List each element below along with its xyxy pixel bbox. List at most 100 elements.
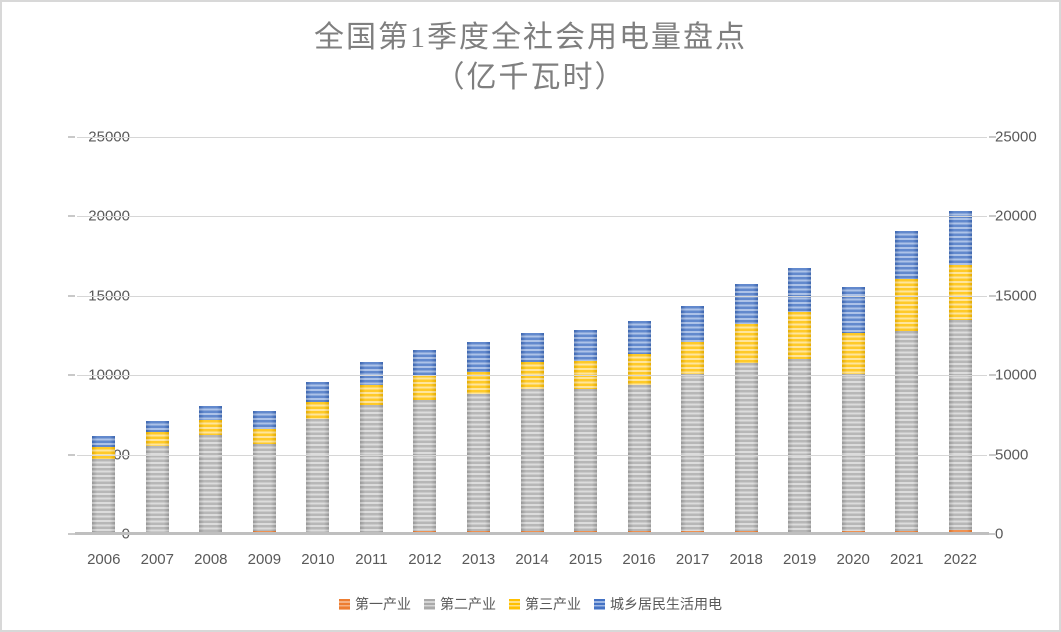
bar-segment-series4-2011	[359, 362, 383, 386]
legend-label: 第一产业	[355, 596, 411, 612]
tick-right-10000	[989, 374, 996, 377]
bar-segment-series2-2018	[734, 362, 758, 532]
bar-group-2009	[238, 137, 292, 534]
bar-segment-series4-2018	[734, 283, 758, 324]
bar-segment-series4-2016	[627, 320, 651, 355]
bar-segment-series3-2019	[788, 312, 812, 360]
stacked-bar-2009	[252, 411, 276, 534]
x-axis-label-2012: 2012	[408, 551, 442, 568]
bar-group-2014	[505, 137, 559, 534]
legend-marker-icon	[509, 598, 520, 610]
bar-segment-series2-2022	[948, 320, 972, 530]
bar-segment-series3-2009	[252, 428, 276, 444]
bar-segment-series4-2015	[574, 330, 598, 361]
stacked-bar-2016	[627, 320, 651, 534]
bar-segment-series3-2014	[520, 361, 544, 389]
x-axis-label-2020: 2020	[836, 551, 870, 568]
bar-group-2015	[559, 137, 613, 534]
x-axis-label-2006: 2006	[87, 551, 121, 568]
tick-right-5000	[989, 453, 996, 456]
bar-segment-series2-2008	[199, 434, 223, 532]
y-axis-label-10000: 10000	[995, 366, 1037, 384]
y-axis-label-0: 0	[995, 525, 1004, 543]
chart-title-line2: （亿千瓦时）	[434, 61, 627, 94]
bar-segment-series4-2022	[948, 211, 972, 266]
bar-segment-series3-2013	[466, 371, 490, 395]
bar-group-2013	[452, 137, 506, 534]
bar-segment-series2-2020	[841, 374, 865, 531]
stacked-bar-2015	[574, 330, 598, 534]
bar-segment-series3-2012	[413, 375, 437, 400]
tick-left-5000	[68, 453, 75, 456]
legend-marker-icon	[339, 598, 350, 610]
bar-segment-series3-2016	[627, 354, 651, 386]
bar-segment-series2-2009	[252, 443, 276, 531]
legend-label: 第三产业	[525, 596, 581, 612]
bar-segment-series3-2022	[948, 265, 972, 321]
bar-group-2022	[934, 137, 988, 534]
x-axis-label-2011: 2011	[355, 551, 388, 568]
legend-item-series3: 第三产业	[509, 594, 581, 614]
stacked-bar-2018	[734, 283, 758, 534]
y-axis-labels-right: 0 5000 10000 15000 20000 25000	[995, 129, 1057, 543]
tick-right-0	[989, 533, 996, 535]
bar-segment-series3-2020	[841, 332, 865, 375]
x-axis-label-2010: 2010	[301, 551, 335, 568]
x-axis-label-2015: 2015	[568, 551, 603, 568]
bar-segment-series4-2012	[413, 350, 437, 376]
x-axis-label-2013: 2013	[461, 551, 496, 568]
legend-item-series1: 第一产业	[339, 594, 411, 614]
stacked-bar-2021	[895, 231, 919, 534]
bar-segment-series4-2007	[145, 420, 169, 432]
stacked-bar-2022	[948, 211, 972, 534]
bar-segment-series4-2010	[306, 381, 330, 402]
tick-left-0	[68, 533, 75, 535]
bar-segment-series2-2007	[145, 445, 169, 533]
bar-segment-series2-2006	[92, 459, 116, 533]
bar-segment-series2-2010	[306, 419, 330, 532]
tick-right-20000	[989, 215, 996, 218]
tick-right-25000	[989, 136, 996, 138]
x-axis-label-2016: 2016	[622, 551, 656, 568]
gridline-20000	[77, 216, 987, 218]
legend-label: 城乡居民生活用电	[610, 596, 722, 612]
bar-segment-series4-2008	[199, 405, 223, 421]
tick-left-15000	[68, 294, 75, 297]
bar-group-2011	[345, 137, 399, 534]
stacked-bar-2020	[841, 286, 865, 534]
bar-segment-series3-2015	[574, 360, 598, 390]
bar-segment-series4-2021	[895, 231, 919, 279]
bar-segment-series2-2011	[359, 404, 383, 532]
bar-segment-series4-2009	[252, 411, 276, 429]
chart-title: 全国第1季度全社会用电量盘点 （亿千瓦时）	[2, 18, 1059, 98]
bar-segment-series4-2006	[92, 436, 116, 448]
x-axis-label-2014: 2014	[515, 551, 549, 568]
x-axis-labels: 2006 2007 2008 2009 2010 2011 2012 2013 2014 2015…	[77, 551, 987, 568]
stacked-bar-2010	[306, 381, 330, 534]
bars-container	[77, 137, 987, 534]
gridline-15000	[77, 295, 987, 297]
x-axis-label-2018: 2018	[729, 551, 763, 568]
bar-segment-series3-2010	[306, 401, 330, 420]
tick-left-10000	[68, 374, 75, 377]
x-axis-label-2009: 2009	[247, 551, 282, 568]
bar-segment-series2-2012	[413, 399, 437, 531]
stacked-bar-2006	[92, 436, 116, 534]
bar-segment-series1-2022	[948, 529, 972, 534]
bar-segment-series3-2011	[359, 385, 383, 405]
bar-segment-series4-2017	[681, 305, 705, 342]
tick-left-20000	[68, 215, 75, 218]
bar-segment-series2-2021	[895, 330, 919, 531]
bar-segment-series3-2017	[681, 341, 705, 374]
gridline-5000	[77, 454, 987, 456]
bar-segment-series3-2008	[199, 420, 223, 435]
bar-group-2008	[184, 137, 238, 534]
stacked-bar-2014	[520, 332, 544, 534]
legend: 第一产业 第二产业 第三产业 城乡居民生活用电	[2, 594, 1059, 614]
legend-item-series2: 第二产业	[424, 594, 496, 614]
bar-segment-series3-2021	[895, 278, 919, 331]
x-axis-label-2019: 2019	[782, 551, 817, 568]
bar-group-2018	[719, 137, 773, 534]
gridline-10000	[77, 375, 987, 377]
